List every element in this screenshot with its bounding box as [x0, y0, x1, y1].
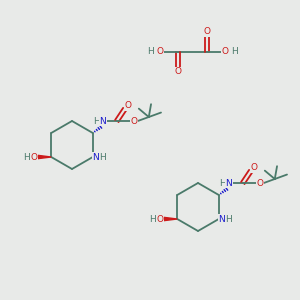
Text: H: H — [23, 152, 30, 161]
Text: N: N — [92, 152, 99, 161]
Text: O: O — [157, 214, 164, 224]
Text: O: O — [250, 164, 257, 172]
Text: O: O — [157, 47, 164, 56]
Text: O: O — [175, 68, 182, 76]
Text: H: H — [231, 47, 237, 56]
Text: O: O — [221, 47, 229, 56]
Text: O: O — [203, 28, 211, 37]
Text: H: H — [149, 214, 156, 224]
Text: N: N — [225, 178, 232, 188]
Text: H: H — [225, 214, 232, 224]
Text: O: O — [31, 152, 38, 161]
Polygon shape — [37, 155, 51, 159]
Polygon shape — [163, 217, 177, 221]
Text: H: H — [99, 152, 106, 161]
Text: N: N — [218, 214, 225, 224]
Text: O: O — [256, 178, 263, 188]
Text: O: O — [130, 116, 137, 125]
Text: H: H — [219, 178, 226, 188]
Text: N: N — [99, 116, 106, 125]
Text: H: H — [148, 47, 154, 56]
Text: H: H — [93, 116, 100, 125]
Text: O: O — [124, 101, 131, 110]
